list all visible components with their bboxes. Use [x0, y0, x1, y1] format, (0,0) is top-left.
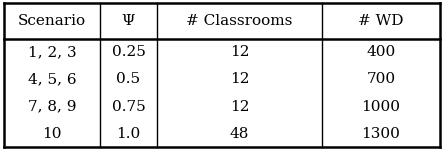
Text: # Classrooms: # Classrooms [186, 14, 293, 28]
Text: 10: 10 [43, 127, 62, 141]
Text: 0.75: 0.75 [111, 100, 145, 114]
Text: 0.25: 0.25 [111, 45, 145, 59]
Text: 1.0: 1.0 [116, 127, 141, 141]
Text: 700: 700 [366, 72, 395, 86]
Text: 1, 2, 3: 1, 2, 3 [28, 45, 77, 59]
Text: 12: 12 [230, 100, 249, 114]
Text: Ψ: Ψ [122, 14, 135, 28]
Text: 1000: 1000 [361, 100, 400, 114]
Text: # WD: # WD [358, 14, 404, 28]
Text: 4, 5, 6: 4, 5, 6 [28, 72, 77, 86]
Text: 48: 48 [230, 127, 249, 141]
Text: 400: 400 [366, 45, 396, 59]
Text: 12: 12 [230, 72, 249, 86]
Text: 7, 8, 9: 7, 8, 9 [28, 100, 76, 114]
Text: 1300: 1300 [361, 127, 400, 141]
Text: Scenario: Scenario [18, 14, 87, 28]
Text: 12: 12 [230, 45, 249, 59]
Text: 0.5: 0.5 [116, 72, 140, 86]
